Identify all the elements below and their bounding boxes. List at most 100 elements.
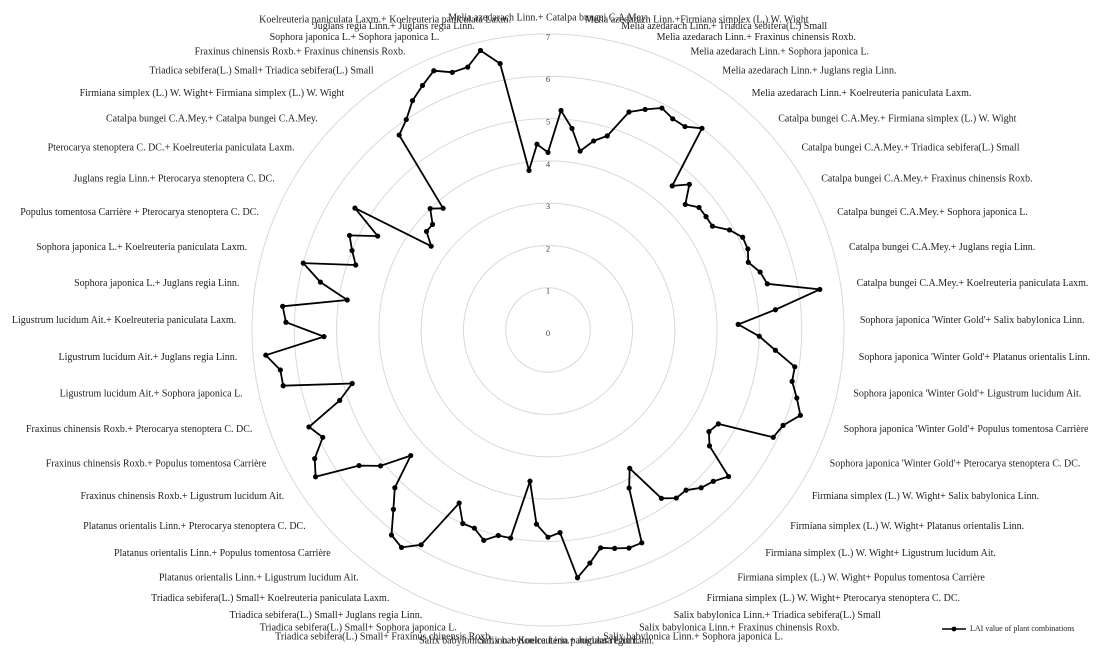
data-point (557, 530, 563, 536)
category-label: Pterocarya stenoptera C. DC.+ Koelreuter… (48, 142, 295, 153)
data-point (626, 545, 632, 551)
legend-label: LAI value of plant combinations (970, 624, 1074, 633)
data-point (419, 82, 426, 89)
data-point (377, 463, 384, 469)
data-point (682, 201, 688, 208)
data-point (642, 106, 648, 113)
data-point (481, 537, 487, 543)
legend-marker (951, 626, 957, 632)
radial-tick-label: 6 (546, 74, 550, 84)
category-label: Fraxinus chinensis Roxb.+ Ligustrum luci… (80, 491, 284, 502)
category-label: Firmiana simplex (L.) W. Wight+ Salix ba… (812, 491, 1039, 502)
data-point (659, 105, 665, 111)
data-point (344, 297, 350, 303)
data-point (757, 269, 763, 275)
data-point (495, 532, 501, 539)
data-point (764, 281, 770, 287)
data-point (428, 243, 434, 249)
category-label: Melia azedarach Linn.+Firmiana simplex (… (585, 14, 809, 25)
category-label: Catalpa bungei C.A.Mey.+ Sophora japonic… (837, 207, 1028, 218)
radial-tick-label: 0 (546, 328, 550, 338)
data-point (574, 575, 581, 581)
data-point (587, 560, 593, 566)
category-label: Koelreuteria paniculata Laxm.+ Koelreute… (259, 14, 511, 25)
category-label: Catalpa bungei C.A.Mey.+ Fraxinus chinen… (821, 174, 1032, 185)
data-point (745, 259, 751, 265)
category-label: Firmiana simplex (L.) W. Wight+ Pterocar… (707, 593, 960, 604)
category-label: Melia azedarach Linn.+ Juglans regia Lin… (722, 66, 896, 77)
category-label: Ligustrum lucidum Ait.+ Koelreuteria pan… (12, 315, 236, 326)
data-point (706, 443, 713, 449)
category-label: Sophora japonica 'Winter Gold'+ Salix ba… (860, 315, 1085, 326)
data-point (471, 525, 477, 531)
data-point (604, 133, 610, 139)
data-point (683, 487, 689, 493)
data-point (337, 397, 343, 404)
data-point (626, 109, 632, 115)
data-point (449, 69, 455, 75)
data-point (627, 465, 633, 471)
data-point (398, 544, 405, 551)
data-point (317, 279, 324, 285)
data-point (356, 462, 362, 469)
data-point (349, 247, 355, 254)
data-point (797, 412, 803, 418)
data-point (497, 61, 503, 67)
category-label: Fraxinus chinensis Roxb.+ Pterocarya ste… (26, 424, 252, 435)
category-label: Ligustrum lucidum Ait.+ Sophora japonica… (60, 389, 243, 400)
category-label: Platanus orientalis Linn.+ Ligustrum luc… (159, 572, 359, 583)
data-point (699, 125, 705, 131)
radial-tick-label: 7 (546, 32, 550, 42)
category-label: Platanus orientalis Linn.+ Pterocarya st… (83, 521, 306, 532)
data-point (321, 334, 327, 340)
data-point (735, 321, 741, 327)
data-point (534, 141, 540, 147)
data-point (569, 125, 575, 132)
category-label: Triadica sebifera(L.) Small+ Koelreuteri… (151, 593, 389, 604)
category-label: Firmiana simplex (L.) W. Wight+ Ligustru… (765, 548, 996, 559)
data-point (390, 506, 397, 512)
data-point (427, 206, 433, 212)
category-label: Ligustrum lucidum Ait.+ Juglans regia Li… (59, 352, 238, 363)
data-point (283, 319, 289, 325)
data-point (792, 364, 798, 370)
data-point (423, 228, 430, 235)
data-point (375, 233, 381, 239)
data-point (352, 205, 358, 211)
radial-tick-label: 5 (546, 117, 550, 127)
data-point (409, 98, 416, 104)
data-point (533, 521, 540, 527)
category-label: Triadica sebifera(L.) Small+ Juglans reg… (229, 610, 422, 621)
data-point (527, 478, 533, 484)
data-point (698, 485, 704, 491)
category-label: Melia azedarach Linn.+ Sophora japonica … (690, 47, 869, 58)
category-label: Sophora japonica L.+ Sophora japonica L. (270, 32, 440, 43)
category-label: Platanus orientalis Linn.+ Populus tomen… (114, 548, 331, 559)
data-point (460, 520, 466, 527)
data-point (673, 495, 679, 501)
category-label: Fraxinus chinensis Roxb.+ Fraxinus chine… (195, 47, 406, 58)
category-label: Sophora japonica 'Winter Gold'+ Populus … (844, 424, 1089, 435)
data-point (418, 542, 424, 548)
data-point (669, 183, 675, 189)
grid-ring (462, 244, 634, 416)
data-point (706, 428, 712, 435)
data-point (508, 535, 514, 541)
category-label: Sophora japonica 'Winter Gold'+ Ligustru… (853, 389, 1081, 400)
data-point (740, 234, 746, 240)
data-point (396, 132, 402, 138)
data-point (612, 545, 618, 551)
data-point (349, 380, 355, 387)
data-point (263, 352, 269, 358)
data-point (429, 221, 436, 227)
data-point (440, 205, 446, 211)
category-label: Sophora japonica L.+ Juglans regia Linn. (74, 278, 239, 289)
category-label: Triadica sebifera(L.) Small+ Sophora jap… (260, 623, 457, 634)
category-label: Sophora japonica 'Winter Gold'+ Platanus… (859, 352, 1090, 363)
category-label: Melia azedarach Linn.+ Triadica sebifera… (621, 21, 827, 32)
data-point (626, 485, 632, 491)
category-label: Salix babylonica Linn.+ Fraxinus chinens… (639, 623, 839, 634)
category-label: Salix babylonica Linn.+ Triadica sebifer… (674, 610, 881, 621)
data-point (715, 421, 721, 427)
